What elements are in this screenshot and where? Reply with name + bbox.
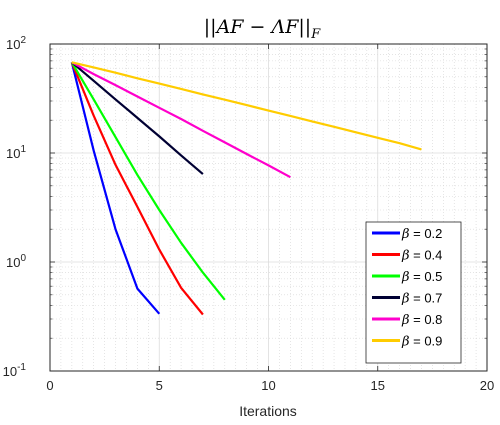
minor-grid [50,44,487,371]
x-tick-label: 0 [46,378,53,393]
legend: β = 0.2 β = 0.4 β = 0.5 β = 0.7 β = 0.8 β = 0… [365,221,462,364]
legend-entry-2: β = 0.4 [401,248,442,264]
axis-ticks [49,43,488,372]
x-tick-label: 5 [156,378,163,393]
legend-entry-3: β = 0.5 [401,269,442,285]
x-tick-labels: 0 5 10 15 20 [46,378,494,393]
legend-entry-4: β = 0.7 [401,291,442,307]
y-tick-label: 10-1 [3,362,27,379]
series-layer [70,61,422,316]
x-tick-label: 10 [261,378,275,393]
y-tick-label: 102 [6,35,26,52]
y-tick-label: 101 [6,144,26,161]
series-line-6 [71,61,422,151]
svg-text:||AF − ΛF||F: ||AF − ΛF||F [204,16,321,42]
y-tick-label: 100 [6,253,26,270]
series-line-5 [71,61,291,179]
series-line-3 [70,61,226,301]
chart-title-text: ||AF − ΛF|| [204,16,311,38]
x-tick-label: 20 [480,378,494,393]
chart-title: ||AF − ΛF||F [204,16,321,42]
series-line-2 [70,61,204,316]
x-tick-label: 15 [371,378,385,393]
legend-entry-1: β = 0.2 [401,226,442,242]
series-line-1 [70,62,161,315]
legend-entry-6: β = 0.9 [401,334,442,350]
legend-entry-5: β = 0.8 [401,312,442,328]
x-axis-label: Iterations [239,403,297,419]
series-line-4 [71,61,204,175]
y-tick-labels: 10-1 100 101 102 [3,35,27,379]
chart-title-subscript: F [310,27,321,42]
